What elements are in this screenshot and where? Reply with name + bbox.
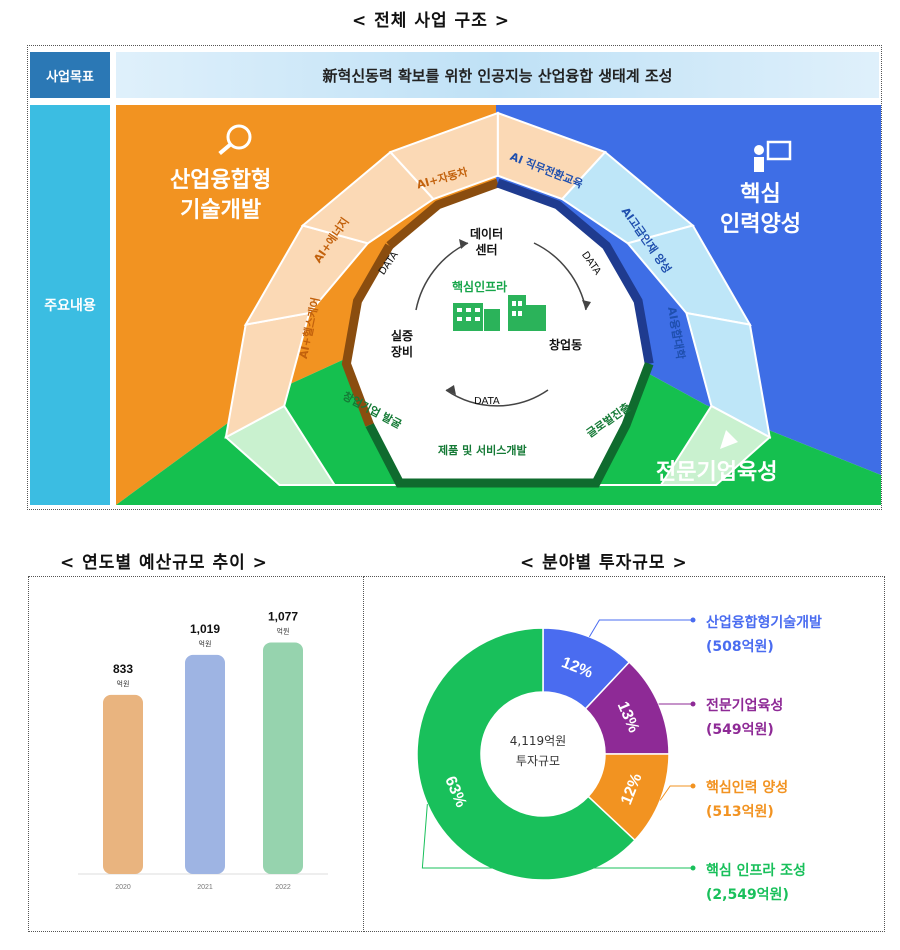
leader-dot-1 (690, 617, 696, 623)
bar-unit-label: 억원 (199, 639, 212, 648)
presenter-icon (754, 140, 792, 172)
bar-unit-label: 억원 (277, 626, 290, 635)
ring-label-product: 제품 및 서비스개발 (438, 444, 527, 457)
purpose-label: 사업목표 (30, 52, 110, 98)
legend-amount-industry: (508억원) (706, 639, 774, 655)
bar-2020 (103, 694, 143, 874)
leader-dot-4 (690, 865, 696, 871)
investment-donut-chart: 12%13%12%63% (416, 617, 696, 881)
leader-line-1 (588, 619, 693, 638)
structure-frame (27, 45, 882, 510)
investment-title: < 분야별 투자규모 > (520, 553, 688, 573)
ring-segment (388, 111, 499, 201)
donut-center-label: 투자규모 (515, 754, 561, 768)
bar-category-label: 2021 (197, 884, 213, 891)
flow-arrow-bottom (445, 389, 549, 407)
bar-unit-label: 억원 (117, 679, 130, 688)
core-infra-label: 핵심인프라 (452, 280, 508, 294)
leader-dot-2 (690, 701, 696, 707)
data-center-line1: 데이터 (470, 227, 504, 241)
investment-frame (363, 576, 885, 932)
bar-value-label: 1,019 (190, 622, 220, 636)
talent-title-line2: 인력양성 (720, 212, 801, 237)
legend-name-talent: 핵심인력 양성 (706, 780, 789, 796)
startup-title: 전문기업육성 (656, 460, 778, 485)
equipment-line2: 장비 (391, 345, 414, 359)
data-center-line2: 센터 (475, 243, 498, 257)
structure-title: < 전체 사업 구조 > (352, 11, 511, 31)
budget-bar-chart: 833 억원 2020 1,019 억원 2021 1,077 억원 2022 (78, 609, 328, 891)
legend-amount-startup: (549억원) (706, 722, 774, 738)
bar-value-label: 833 (113, 662, 133, 676)
talent-title: 핵심 인력양성 (720, 180, 801, 240)
rocket-icon (720, 430, 738, 449)
bar-category-label: 2022 (275, 884, 291, 891)
startup-building-label: 창업동 (549, 338, 583, 352)
donut-slice-4 (416, 627, 636, 881)
legend-amount-talent: (513억원) (706, 804, 774, 820)
industry-title-line1: 산업융합형 (170, 168, 272, 193)
bar-value-label: 1,077 (268, 609, 298, 623)
donut-center-amount: 4,119억원 (509, 734, 567, 748)
center-area (346, 183, 650, 483)
bar-category-label: 2020 (115, 884, 131, 891)
content-label: 주요내용 (30, 105, 110, 505)
inner-border-brown-left (341, 243, 394, 427)
goal-bar: 新혁신동력 확보를 위한 인공지능 산업융합 생태계 조성 (116, 52, 879, 98)
leader-dot-3 (690, 783, 696, 789)
leader-line-3 (659, 785, 693, 801)
magnifier-icon (218, 124, 252, 156)
nonagon-ring (224, 111, 772, 486)
data-flow-label-bottom: DATA (474, 396, 500, 407)
bar-2022 (263, 642, 303, 874)
leader-line-4 (421, 804, 693, 869)
legend-amount-infra: (2,549억원) (706, 887, 789, 903)
equipment-label: 실증 장비 (391, 328, 413, 360)
equipment-line1: 실증 (391, 329, 414, 343)
industry-title-line2: 기술개발 (180, 198, 262, 223)
bar-2021 (185, 654, 225, 874)
legend-name-startup: 전문기업육성 (706, 698, 784, 714)
budget-title: < 연도별 예산규모 추이 > (60, 553, 268, 573)
inner-border-green (365, 362, 654, 488)
inner-border-brown-top (386, 178, 500, 250)
flow-arrow-left (415, 242, 469, 311)
industry-title: 산업융합형 기술개발 (170, 166, 271, 226)
talent-title-line1: 핵심 (740, 182, 781, 207)
legend-name-infra: 핵심 인프라 조성 (706, 863, 806, 879)
structure-diagram (116, 105, 881, 505)
legend-name-industry: 산업융합형기술개발 (706, 615, 822, 631)
inner-border-navy (496, 178, 654, 365)
data-center-label: 데이터 센터 (470, 226, 503, 258)
